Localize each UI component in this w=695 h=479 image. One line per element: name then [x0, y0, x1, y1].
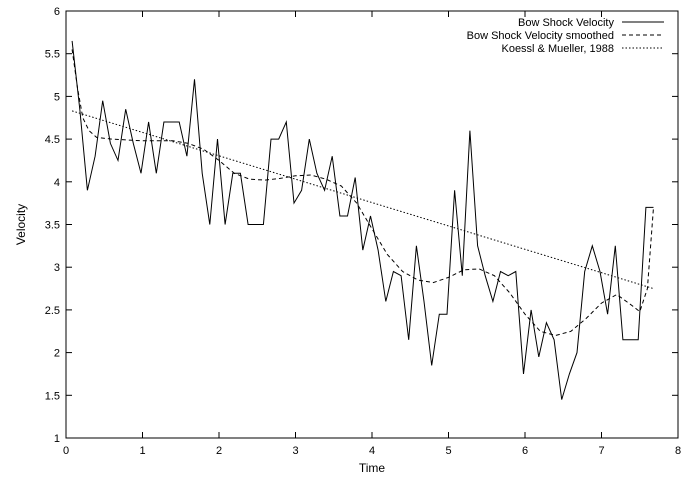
- x-axis-ticks: 0 1 2 3 4 5 6 7 8: [63, 11, 681, 457]
- x-tick-label: 8: [675, 445, 681, 457]
- legend-label: Bow Shock Velocity smoothed: [467, 30, 614, 42]
- y-tick-label: 1: [54, 433, 60, 445]
- y-tick-label: 1.5: [45, 390, 60, 402]
- y-axis-ticks: 1 1.5 2 2.5 3 3.5 4 4.5 5 5.5 6: [45, 6, 678, 445]
- series-line-2: [71, 49, 654, 337]
- x-tick-label: 4: [369, 445, 375, 457]
- series-line-1: [71, 40, 654, 400]
- x-tick-label: 3: [292, 445, 298, 457]
- y-tick-label: 5.5: [45, 49, 60, 61]
- y-tick-label: 2.5: [45, 305, 60, 317]
- y-tick-label: 4: [54, 177, 60, 189]
- legend-label: Koessl & Mueller, 1988: [501, 43, 614, 55]
- x-tick-label: 0: [63, 445, 69, 457]
- y-tick-label: 3.5: [45, 220, 60, 232]
- y-tick-label: 2: [54, 348, 60, 360]
- y-axis-label: Velocity: [14, 204, 28, 245]
- legend-label: Bow Shock Velocity: [518, 17, 614, 29]
- y-tick-label: 4.5: [45, 134, 60, 146]
- x-tick-label: 6: [522, 445, 528, 457]
- x-tick-label: 2: [216, 445, 222, 457]
- series-layer: [71, 40, 654, 400]
- x-tick-label: 1: [139, 445, 145, 457]
- x-tick-label: 5: [445, 445, 451, 457]
- x-tick-label: 7: [598, 445, 604, 457]
- y-tick-label: 5: [54, 91, 60, 103]
- plot-frame: [65, 10, 679, 439]
- y-tick-label: 6: [54, 6, 60, 18]
- y-tick-label: 3: [54, 262, 60, 274]
- series-line-3: [71, 110, 654, 290]
- x-axis-label: Time: [359, 461, 386, 475]
